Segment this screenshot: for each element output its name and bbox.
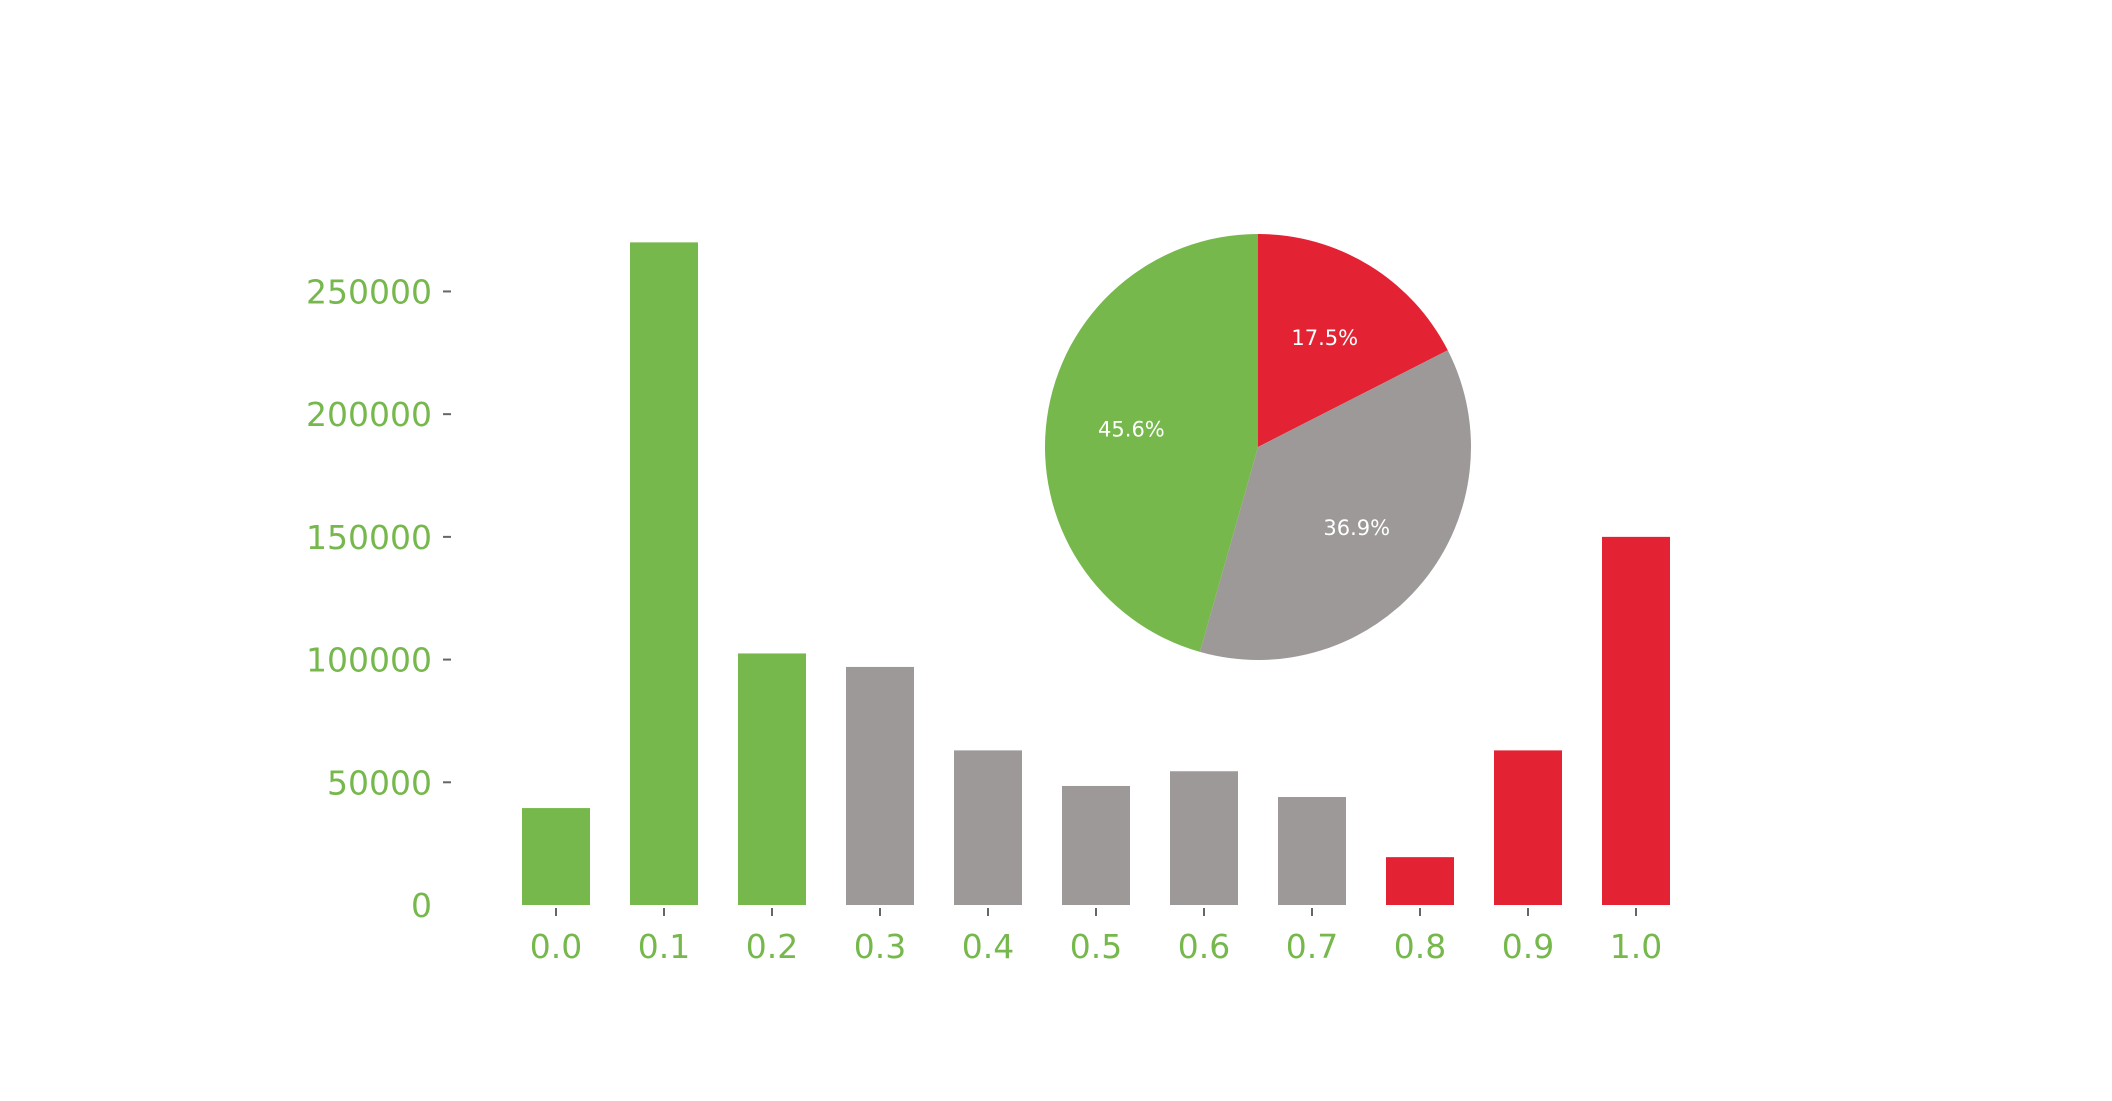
bar (954, 750, 1022, 905)
bar (738, 653, 806, 905)
pie-slice-label: 36.9% (1323, 516, 1390, 540)
x-tick-label: 0.8 (1394, 927, 1446, 966)
x-tick-label: 0.5 (1070, 927, 1122, 966)
bar (1170, 771, 1238, 905)
bar (1494, 750, 1562, 905)
pie-slice (1199, 350, 1472, 661)
x-tick-label: 0.1 (638, 927, 690, 966)
pie-slice-label: 17.5% (1291, 326, 1358, 350)
x-tick-label: 0.9 (1502, 927, 1554, 966)
bar (1386, 857, 1454, 905)
x-tick-label: 0.2 (746, 927, 798, 966)
bar (522, 808, 590, 905)
bar (630, 242, 698, 905)
x-tick-label: 0.0 (530, 927, 582, 966)
y-tick-label: 200000 (306, 395, 432, 434)
y-tick-label: 150000 (306, 518, 432, 557)
bar (1062, 785, 1130, 905)
y-tick-label: 100000 (306, 641, 432, 680)
x-tick-label: 1.0 (1610, 927, 1662, 966)
bar (1278, 797, 1346, 905)
x-tick-label: 0.7 (1286, 927, 1338, 966)
x-tick-label: 0.3 (854, 927, 906, 966)
x-tick-label: 0.4 (962, 927, 1014, 966)
y-tick-label: 250000 (306, 272, 432, 311)
y-tick-label: 0 (411, 886, 432, 925)
pie-chart: 17.5% 36.9% 45.6% (1045, 234, 1472, 661)
bar-chart: 0 50000 100000 150000 200000 250000 0.0 0.1 0.2 0… (306, 242, 1670, 966)
pie-slice (1258, 234, 1448, 447)
x-tick-label: 0.6 (1178, 927, 1230, 966)
bar (1602, 536, 1670, 905)
bar (846, 666, 914, 905)
pie-slice (1045, 234, 1258, 652)
y-tick-label: 50000 (327, 763, 432, 802)
pie-slice-label: 45.6% (1098, 417, 1165, 441)
